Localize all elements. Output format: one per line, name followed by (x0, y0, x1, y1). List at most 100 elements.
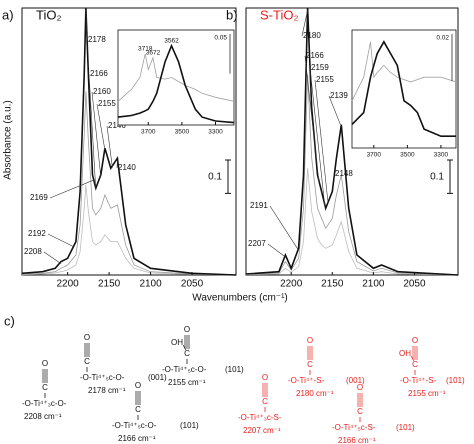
leader-line (85, 9, 88, 41)
atom-o: O (42, 359, 48, 368)
wavenumber: 2207 cm⁻¹ (243, 426, 281, 435)
formula: -O-Ti⁴⁺₅c-S- (332, 423, 376, 432)
leader-line (106, 125, 113, 168)
formula: -O-Ti⁴⁺-S- (288, 376, 325, 385)
x-tick-label: 2050 (181, 279, 204, 290)
panel-label: c) (4, 313, 15, 328)
x-tick-label: 2200 (56, 279, 79, 290)
atom-c: C (135, 405, 141, 414)
atom-c: C (357, 407, 363, 416)
panel-label: a) (2, 7, 14, 22)
spectrum (245, 74, 459, 276)
spectrum (21, 7, 237, 276)
spectrum (245, 168, 459, 276)
peak-label: 2207 (248, 239, 266, 248)
x-tick-label: 3500 (175, 129, 190, 136)
panel-title: S-TiO₂ (260, 7, 299, 22)
leader-line (49, 179, 94, 199)
atom-o: O (357, 383, 363, 392)
leader-line (309, 67, 326, 207)
x-tick-label: 3700 (141, 129, 156, 136)
x-tick-label: 3300 (208, 129, 223, 136)
x-tick-label: 2050 (403, 279, 426, 290)
scale-label: 0.1 (430, 171, 444, 182)
peak-label: 2148 (335, 169, 353, 178)
atom-o: O (135, 381, 141, 390)
spectrum (21, 91, 237, 276)
peak-label: 2155 (98, 99, 116, 108)
atom-o: O (262, 373, 268, 382)
leader-line (96, 103, 106, 151)
peak-label: 2166 (90, 69, 108, 78)
wavenumber: 2180 cm⁻¹ (296, 389, 334, 398)
spectrum (245, 7, 459, 276)
x-tick-label: 3700 (367, 152, 382, 159)
leader-line (267, 243, 286, 258)
x-tick-label: 2100 (139, 279, 162, 290)
y-axis-label: Absorbance (a.u.) (3, 100, 14, 180)
facet: (101) (396, 423, 415, 432)
bond (182, 344, 187, 351)
facet: (101) (446, 376, 465, 385)
leader-line (269, 205, 299, 251)
panel-title: TiO₂ (36, 7, 62, 22)
x-axis-label: Wavenumbers (cm⁻¹) (192, 293, 287, 304)
formula: -O-Ti⁴⁺₃c-S- (238, 413, 282, 422)
hydroxyl: OH (171, 338, 183, 347)
atom-o: O (184, 325, 190, 334)
formula: -O-Ti⁴⁺₃c-O- (22, 399, 67, 408)
atom-c: C (307, 360, 313, 369)
peak-label: 2192 (28, 229, 46, 238)
inset-scale-label: 0.05 (214, 35, 227, 42)
spectrum (117, 53, 235, 102)
inset-peak-label: 3718 (138, 45, 153, 52)
leader-line (301, 9, 308, 37)
plot-frame (21, 7, 237, 276)
facet: (101) (180, 421, 199, 430)
wavenumber: 2166 cm⁻¹ (338, 436, 376, 444)
facet: (001) (148, 373, 167, 382)
bond (410, 355, 415, 362)
peak-label: 2140 (118, 163, 136, 172)
peak-label: 2155 (316, 75, 334, 84)
spectrum (351, 41, 457, 101)
facet: (001) (346, 376, 365, 385)
peak-label: 2159 (311, 63, 329, 72)
facet: (101) (225, 365, 244, 374)
peak-label: 2160 (93, 87, 111, 96)
x-tick-label: 2150 (321, 279, 344, 290)
inset-peak-label: 3672 (146, 49, 161, 56)
x-tick-label: 2200 (280, 279, 303, 290)
leader-line (91, 91, 102, 177)
atom-c: C (184, 349, 190, 358)
atom-o: O (84, 333, 90, 342)
wavenumber: 2166 cm⁻¹ (118, 434, 156, 443)
peak-label: 2146 (108, 121, 126, 130)
spectrum (117, 43, 235, 124)
wavenumber: 2178 cm⁻¹ (88, 386, 126, 395)
leader-line (304, 55, 320, 184)
atom-o: O (412, 336, 418, 345)
plot-frame (245, 7, 459, 276)
hydroxyl: OH (399, 349, 411, 358)
peak-label: 2166 (306, 51, 324, 60)
leader-line (314, 79, 329, 205)
atom-o: O (307, 336, 313, 345)
atom-c: C (262, 397, 268, 406)
x-tick-label: 2150 (98, 279, 121, 290)
inset-frame (117, 29, 235, 126)
wavenumber: 2155 cm⁻¹ (168, 378, 206, 387)
formula: -O-Ti⁴⁺₅c-O- (162, 365, 207, 374)
wavenumber: 2155 cm⁻¹ (408, 389, 446, 398)
atom-c: C (42, 383, 48, 392)
leader-line (328, 95, 342, 127)
atom-c: C (412, 360, 418, 369)
panel-label: b) (226, 7, 238, 22)
peak-label: 2139 (330, 91, 348, 100)
formula: -O-Ti⁴⁺-S- (400, 376, 437, 385)
peak-label: 2178 (88, 35, 106, 44)
inset-peak-label: 3562 (164, 38, 179, 45)
wavenumber: 2208 cm⁻¹ (24, 412, 62, 421)
spectrum (21, 184, 237, 276)
spectrum (351, 40, 456, 137)
